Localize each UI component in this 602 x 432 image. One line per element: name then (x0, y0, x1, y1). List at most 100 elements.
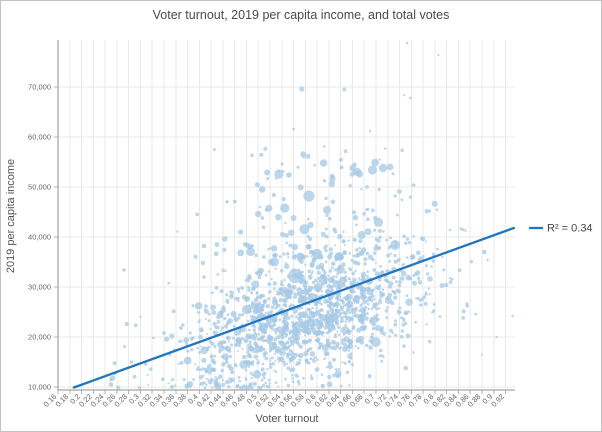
data-point (354, 239, 357, 242)
data-point (344, 315, 348, 318)
data-point (314, 339, 317, 342)
data-point (237, 249, 245, 257)
data-point (316, 338, 320, 342)
data-point (385, 238, 389, 242)
data-point (260, 367, 265, 372)
data-point (292, 322, 297, 326)
data-point (238, 229, 244, 235)
data-point (205, 383, 208, 386)
data-point (224, 360, 229, 365)
data-point (274, 381, 278, 385)
data-point (386, 306, 389, 309)
data-point (415, 297, 418, 300)
data-point (370, 208, 375, 213)
data-point (417, 280, 423, 285)
data-point (438, 315, 442, 318)
data-point (227, 340, 230, 343)
data-point (269, 357, 272, 360)
data-point (342, 230, 345, 234)
data-point (345, 307, 351, 313)
data-point (342, 333, 346, 336)
data-point (257, 314, 260, 317)
data-point (350, 330, 353, 333)
data-point (402, 344, 406, 348)
data-point (305, 314, 311, 319)
data-point (298, 344, 303, 349)
data-point (334, 368, 338, 371)
data-point (273, 337, 278, 342)
data-point (338, 346, 342, 350)
data-point (248, 276, 252, 280)
data-point (205, 370, 208, 373)
data-point (341, 282, 346, 288)
data-point (296, 288, 300, 292)
data-point (377, 228, 382, 233)
data-point (290, 352, 296, 358)
data-point (316, 326, 319, 330)
data-point (214, 242, 220, 247)
data-point (202, 346, 205, 349)
data-point (511, 314, 514, 318)
data-point (300, 254, 306, 260)
data-point (284, 221, 287, 225)
data-point (216, 382, 222, 388)
data-point (378, 300, 382, 305)
data-point (290, 350, 294, 353)
data-point (257, 310, 261, 313)
data-point (405, 298, 413, 306)
data-point (334, 244, 336, 247)
data-point (209, 355, 213, 358)
data-point (251, 373, 254, 377)
data-point (252, 328, 257, 332)
data-point (176, 230, 179, 233)
data-point (274, 267, 277, 270)
data-point (375, 307, 379, 311)
data-point (261, 362, 265, 366)
data-point (265, 304, 270, 309)
data-point (286, 252, 290, 256)
data-point (228, 366, 234, 372)
data-point (431, 253, 436, 257)
data-point (398, 306, 402, 310)
data-point (295, 330, 300, 334)
data-point (319, 286, 323, 289)
data-point (405, 41, 409, 45)
data-point (317, 270, 321, 275)
data-point (288, 331, 291, 334)
data-point (286, 295, 291, 300)
data-point (299, 288, 303, 292)
data-point (327, 276, 335, 284)
data-point (329, 308, 335, 313)
chart-title: Voter turnout, 2019 per capita income, a… (153, 8, 450, 22)
data-point (349, 288, 354, 294)
data-point (235, 337, 242, 344)
data-point (348, 267, 352, 271)
data-point (233, 324, 236, 328)
data-point (306, 217, 310, 221)
data-point (400, 270, 407, 277)
data-point (307, 221, 314, 229)
data-point (363, 291, 367, 294)
data-point (124, 322, 129, 327)
data-point (315, 303, 319, 307)
data-point (367, 165, 378, 175)
data-point (376, 286, 381, 291)
data-point (360, 327, 364, 332)
data-point (259, 152, 264, 157)
data-point (399, 276, 405, 281)
data-point (334, 314, 337, 317)
data-point (348, 184, 352, 188)
data-point (261, 269, 265, 272)
data-point (292, 127, 295, 131)
data-point (247, 335, 251, 339)
y-tick-label: 50,000 (28, 183, 51, 192)
data-point (372, 327, 376, 331)
data-point (290, 340, 294, 344)
data-point (198, 334, 203, 340)
data-point (167, 281, 171, 285)
data-point (289, 303, 293, 306)
data-point (326, 310, 330, 314)
data-point (335, 275, 338, 278)
data-point (350, 308, 357, 315)
data-point (182, 378, 186, 382)
